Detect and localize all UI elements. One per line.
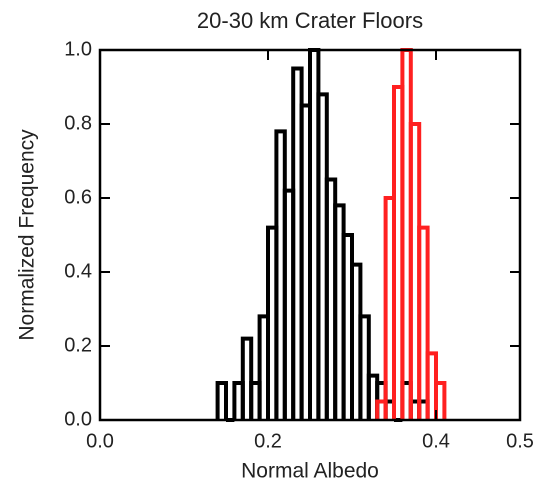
y-tick-label: 0.6 <box>64 186 92 208</box>
histogram-bar <box>358 314 371 420</box>
histogram-bar <box>417 225 430 420</box>
x-tick-label: 0.2 <box>254 430 282 452</box>
x-tick-label: 0.0 <box>86 430 114 452</box>
y-tick-label: 0.0 <box>64 408 92 430</box>
x-tick-label: 0.5 <box>506 430 534 452</box>
histogram-bar <box>240 336 254 420</box>
y-tick-label: 0.4 <box>64 260 92 282</box>
histogram-bar <box>215 381 228 420</box>
histogram-bar <box>434 381 447 420</box>
y-tick-label: 1.0 <box>64 38 92 60</box>
y-axis-label: Normalized Frequency <box>16 129 39 341</box>
chart-title: 20-30 km Crater Floors <box>197 8 423 33</box>
plot-frame <box>98 48 522 422</box>
x-tick-label: 0.4 <box>422 430 450 452</box>
x-axis-label: Normal Albedo <box>241 460 379 483</box>
y-tick-label: 0.2 <box>64 334 92 356</box>
y-tick-label: 0.8 <box>64 112 92 134</box>
